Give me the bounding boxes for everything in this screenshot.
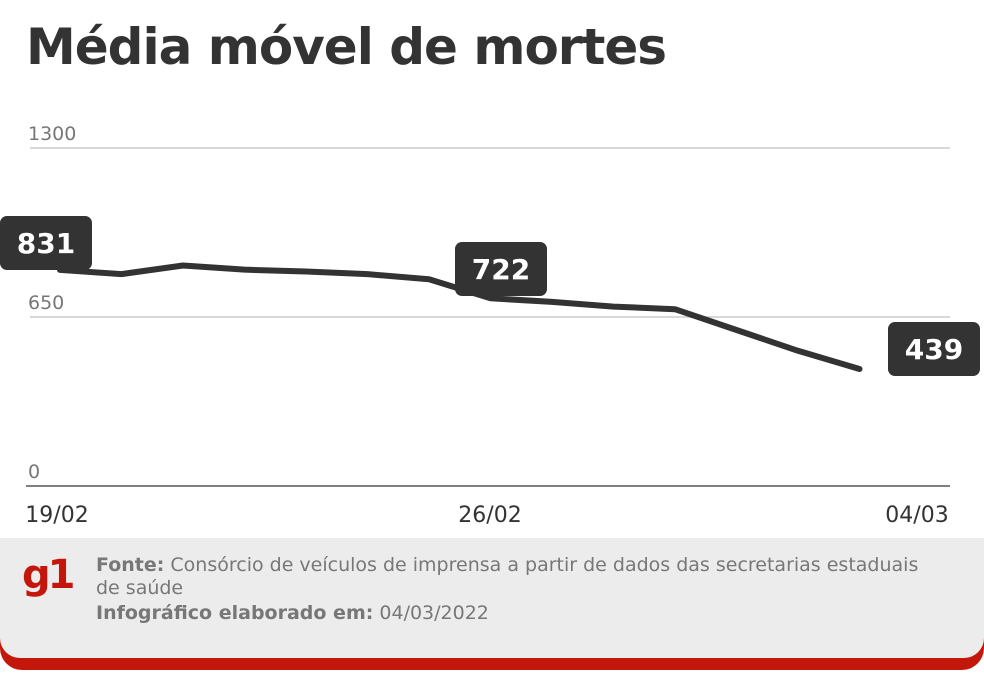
x-tick-label: 26/02	[458, 503, 521, 528]
source-label: Fonte:	[96, 554, 165, 576]
data-label: 439	[905, 333, 963, 366]
g1-logo: g1	[22, 552, 75, 598]
line-chart: 0 650 1300 19/02 26/02 04/03 831 722 439	[0, 123, 980, 528]
footer-text: Fonte: Consórcio de veículos de imprensa…	[96, 554, 936, 625]
y-tick-label: 0	[28, 461, 40, 483]
x-tick-label: 04/03	[885, 503, 948, 528]
data-label-box	[888, 322, 980, 376]
footer-panel: g1 Fonte: Consórcio de veículos de impre…	[0, 538, 984, 658]
made-label: Infográfico elaborado em:	[96, 602, 374, 624]
data-label: 831	[17, 227, 75, 260]
footer: g1 Fonte: Consórcio de veículos de impre…	[0, 538, 984, 670]
y-tick-label: 650	[28, 292, 64, 314]
data-label-box	[455, 242, 547, 296]
data-label-box	[0, 216, 92, 270]
y-tick-label: 1300	[28, 123, 76, 145]
source-text: Consórcio de veículos de imprensa a part…	[96, 554, 919, 599]
x-tick-label: 19/02	[25, 503, 88, 528]
chart-title: Média móvel de mortes	[26, 18, 667, 76]
data-label: 722	[472, 253, 530, 286]
made-date: 04/03/2022	[379, 602, 489, 624]
